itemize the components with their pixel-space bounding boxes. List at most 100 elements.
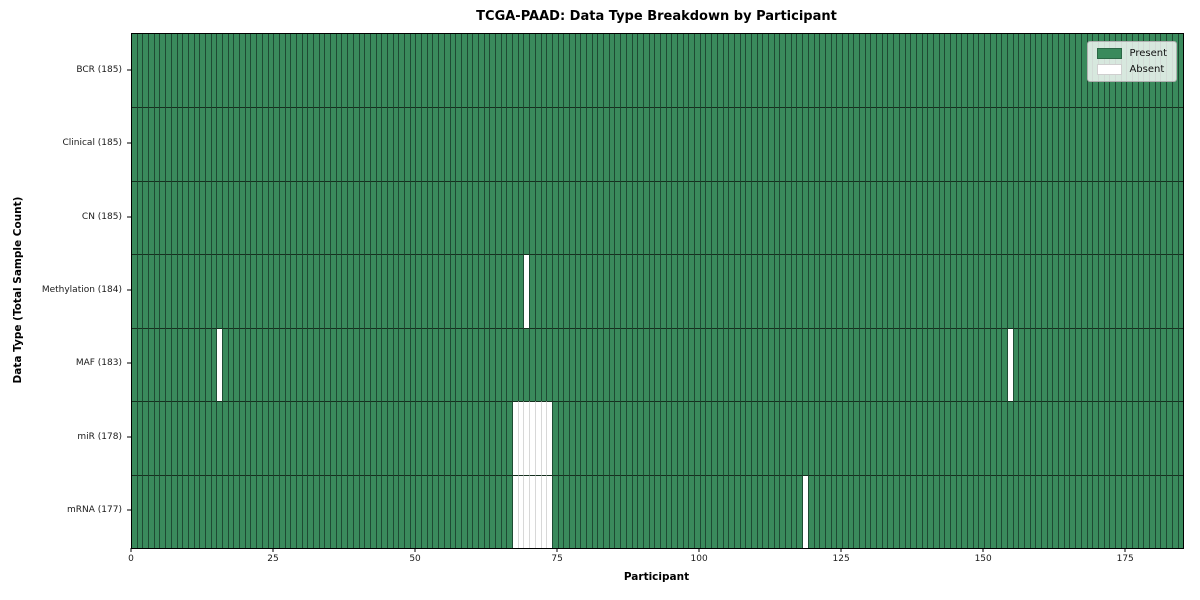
matrix-cell	[187, 327, 194, 402]
matrix-cell	[210, 180, 217, 255]
matrix-cell	[1001, 34, 1007, 108]
matrix-cell	[1160, 327, 1167, 402]
matrix-cell	[682, 180, 689, 255]
matrix-cell	[1012, 474, 1019, 548]
matrix-cell	[1029, 401, 1036, 475]
matrix-cell	[517, 107, 524, 181]
matrix-cell	[472, 401, 478, 475]
matrix-cell	[642, 254, 649, 328]
matrix-cell	[1092, 401, 1098, 475]
matrix-cell	[927, 474, 933, 548]
matrix-rows	[132, 34, 1184, 548]
matrix-cell	[796, 180, 803, 255]
matrix-cell	[375, 180, 382, 255]
matrix-cell	[415, 474, 422, 548]
matrix-cell	[995, 327, 1002, 402]
matrix-cell	[409, 107, 416, 181]
matrix-cell	[1006, 327, 1013, 402]
matrix-cell	[324, 107, 331, 181]
matrix-cell	[290, 254, 296, 328]
matrix-cell	[586, 474, 592, 548]
matrix-cell	[284, 34, 291, 108]
matrix-cell	[409, 327, 416, 402]
matrix-cell	[398, 180, 404, 255]
matrix-cell	[284, 107, 291, 181]
matrix-cell	[881, 474, 888, 548]
matrix-cell	[244, 474, 251, 548]
matrix-cell	[1103, 107, 1110, 181]
matrix-cell	[711, 180, 717, 255]
matrix-cell	[1035, 401, 1041, 475]
matrix-cell	[307, 254, 313, 328]
matrix-cell	[631, 474, 638, 548]
matrix-cell	[853, 180, 859, 255]
matrix-cell	[1092, 107, 1098, 181]
matrix-cell	[955, 107, 962, 181]
matrix-cell	[1075, 34, 1081, 108]
matrix-cell	[904, 327, 911, 402]
matrix-cell	[870, 401, 877, 475]
matrix-cell	[1149, 474, 1155, 548]
matrix-cell	[836, 34, 842, 108]
matrix-cell	[932, 107, 939, 181]
matrix-cell	[677, 254, 683, 328]
matrix-cell	[756, 180, 763, 255]
matrix-cell	[222, 474, 228, 548]
matrix-cell	[1092, 180, 1098, 255]
matrix-cell	[477, 34, 484, 108]
matrix-cell	[489, 474, 495, 548]
matrix-cell	[1075, 401, 1081, 475]
matrix-cell	[301, 327, 308, 402]
matrix-cell	[176, 107, 183, 181]
matrix-cell	[1126, 107, 1132, 181]
matrix-cell	[352, 180, 359, 255]
matrix-cell	[728, 34, 734, 108]
matrix-cell	[1126, 180, 1132, 255]
matrix-cell	[529, 180, 535, 255]
matrix-cell	[859, 401, 865, 475]
matrix-cell	[705, 401, 712, 475]
matrix-cell	[1046, 180, 1053, 255]
matrix-cell	[603, 254, 609, 328]
matrix-cell	[984, 107, 990, 181]
matrix-cell	[961, 107, 968, 181]
matrix-cell	[324, 327, 331, 402]
matrix-cell	[1149, 107, 1155, 181]
matrix-cell	[682, 401, 689, 475]
matrix-cell	[557, 254, 564, 328]
matrix-cell	[608, 474, 615, 548]
matrix-cell	[910, 327, 916, 402]
matrix-cell	[244, 34, 251, 108]
matrix-cell	[608, 34, 615, 108]
matrix-cell	[495, 474, 501, 548]
matrix-cell	[807, 327, 814, 402]
matrix-cell	[711, 254, 717, 328]
matrix-cell	[893, 34, 899, 108]
matrix-cell	[341, 180, 348, 255]
matrix-cell	[989, 327, 996, 402]
matrix-cell	[1114, 401, 1121, 475]
matrix-cell	[466, 401, 473, 475]
matrix-cell	[972, 401, 979, 475]
matrix-cell	[659, 34, 666, 108]
matrix-cell	[182, 180, 188, 255]
matrix-cell	[148, 327, 154, 402]
matrix-cell	[244, 254, 251, 328]
matrix-cell	[938, 327, 945, 402]
matrix-cell	[204, 107, 211, 181]
matrix-cell	[449, 401, 456, 475]
matrix-cell	[477, 401, 484, 475]
matrix-cell	[273, 180, 279, 255]
matrix-cell	[1132, 180, 1138, 255]
matrix-cell	[642, 474, 649, 548]
matrix-cell	[830, 401, 837, 475]
matrix-cell	[1132, 327, 1138, 402]
matrix-cell	[267, 254, 274, 328]
matrix-cell	[603, 401, 609, 475]
matrix-cell	[1154, 327, 1161, 402]
matrix-cell	[187, 34, 194, 108]
matrix-cell	[768, 401, 774, 475]
matrix-cell	[682, 327, 689, 402]
matrix-cell	[398, 401, 404, 475]
